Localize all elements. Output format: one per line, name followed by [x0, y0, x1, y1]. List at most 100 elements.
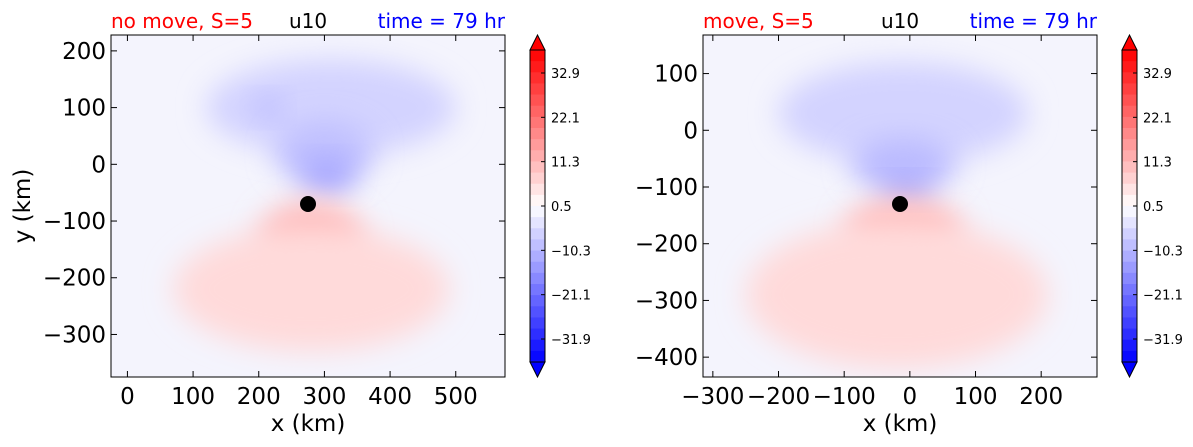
y-tick-label: −300: [43, 322, 106, 348]
y-tick-label: −400: [635, 345, 698, 371]
colorbar-band: [530, 183, 545, 196]
colorbar-band: [1122, 306, 1137, 319]
colorbar-band: [530, 105, 545, 118]
y-tick-label: 200: [62, 39, 106, 65]
x-tick-label: 100: [171, 384, 215, 410]
colorbar-band: [1122, 194, 1137, 207]
contour-field: [745, 62, 1048, 369]
colorbar-band: [1122, 61, 1137, 73]
colorbar-band: [530, 206, 545, 218]
colorbar-band: [530, 239, 545, 252]
colorbar-band: [530, 83, 545, 96]
colorbar-tick-label: 0.5: [1143, 200, 1164, 215]
colorbar-band: [1122, 172, 1137, 185]
colorbar-band: [1122, 272, 1137, 285]
colorbar-band: [1122, 83, 1137, 96]
contour-blob-4: [745, 221, 1048, 369]
contour-field: [173, 59, 456, 352]
colorbar: 32.9 22.1 11.3 0.5 −10.3 −21.1 −31.9: [529, 33, 591, 379]
storm-center-marker: [892, 196, 908, 213]
title-center: u10: [881, 9, 919, 33]
y-tick-label: −200: [43, 266, 106, 292]
colorbar-band: [1122, 161, 1137, 174]
colorbar-band: [1122, 183, 1137, 196]
x-tick-label: 300: [302, 384, 346, 410]
colorbar-band: [1122, 105, 1137, 118]
colorbar-band: [530, 94, 545, 107]
contour-blob-0: [206, 59, 456, 156]
colorbar-tick-label: 22.1: [551, 111, 580, 126]
colorbar-tick-label: −31.9: [1143, 333, 1183, 348]
colorbar-band: [530, 284, 545, 296]
x-tick-label: 200: [1019, 384, 1063, 410]
title-center: u10: [289, 9, 327, 33]
plot-frame: [110, 34, 506, 378]
colorbar-ticks: 32.9 22.1 11.3 0.5 −10.3 −21.1 −31.9: [541, 67, 591, 348]
colorbar-band: [1122, 217, 1137, 229]
colorbar-band: [1122, 339, 1137, 352]
colorbar-band: [530, 306, 545, 319]
colorbar-band: [530, 61, 545, 73]
colorbar-tick-label: −21.1: [551, 289, 591, 304]
x-tick-label: 0: [120, 384, 135, 410]
colorbar-extend-bottom: [529, 361, 546, 379]
colorbar-band: [530, 228, 545, 241]
colorbar-band: [530, 339, 545, 352]
colorbar-band: [1122, 116, 1137, 129]
colorbar-band: [1122, 261, 1137, 274]
colorbar-band: [1122, 150, 1137, 163]
colorbar-band: [1122, 239, 1137, 252]
colorbar-band: [1122, 50, 1137, 62]
colorbar-band: [530, 272, 545, 285]
colorbar-band: [1122, 328, 1137, 341]
colorbar-extend-top: [529, 33, 546, 51]
colorbar-tick-label: 32.9: [551, 67, 580, 82]
contour-blob-5: [173, 226, 450, 352]
x-axis-label: x (km): [271, 411, 346, 437]
colorbar-band: [1122, 94, 1137, 107]
colorbar-band: [530, 128, 545, 140]
contour-blob-1: [850, 138, 956, 190]
x-tick-label: 200: [237, 384, 281, 410]
colorbar-band: [1122, 250, 1137, 263]
colorbar-tick-label: −10.3: [551, 244, 591, 259]
colorbar-tick-label: −31.9: [551, 333, 591, 348]
panel-no-move: no move, S=5 u10 time = 79 hr 0 100 200 300…: [10, 9, 591, 437]
colorbar-tick-label: 11.3: [1143, 156, 1172, 171]
colorbar-band: [530, 161, 545, 174]
x-tick-label: 100: [954, 384, 998, 410]
panel-move: move, S=5 u10 time = 79 hr −300 −200 −100 0…: [635, 9, 1183, 437]
colorbar-band: [530, 150, 545, 163]
colorbar-band: [1122, 284, 1137, 296]
y-tick-label: −100: [43, 209, 106, 235]
contour-blob-3: [254, 96, 284, 119]
y-tick-label: 100: [62, 96, 106, 122]
y-tick-label: 100: [654, 62, 698, 88]
y-tick-label: −300: [635, 288, 698, 314]
x-tick-label: −200: [747, 384, 810, 410]
colorbar-tick-label: −10.3: [1143, 244, 1183, 259]
y-tick-label: 0: [683, 118, 698, 144]
x-tick-label: 500: [434, 384, 478, 410]
colorbar-bands: [530, 50, 545, 363]
title-left: move, S=5: [703, 9, 814, 33]
colorbar-band: [530, 194, 545, 207]
colorbar-band: [530, 250, 545, 263]
colorbar-band: [530, 328, 545, 341]
colorbar-band: [1122, 72, 1137, 85]
colorbar-band: [530, 261, 545, 274]
colorbar-band: [1122, 228, 1137, 241]
colorbar: 32.9 22.1 11.3 0.5 −10.3 −21.1 −31.9: [1121, 33, 1183, 379]
colorbar-band: [1122, 206, 1137, 218]
colorbar-tick-label: −21.1: [1143, 289, 1183, 304]
x-tick-label: 0: [903, 384, 918, 410]
y-axis-label: y (km): [10, 169, 36, 244]
plot-area: 0 100 200 300 400 500 −300 −200 −100 0 100 200: [43, 34, 506, 410]
colorbar-band: [530, 217, 545, 229]
colorbar-tick-label: 32.9: [1143, 67, 1172, 82]
y-tick-label: −100: [635, 175, 698, 201]
colorbar-band: [1122, 295, 1137, 307]
colorbar-band: [1122, 139, 1137, 151]
